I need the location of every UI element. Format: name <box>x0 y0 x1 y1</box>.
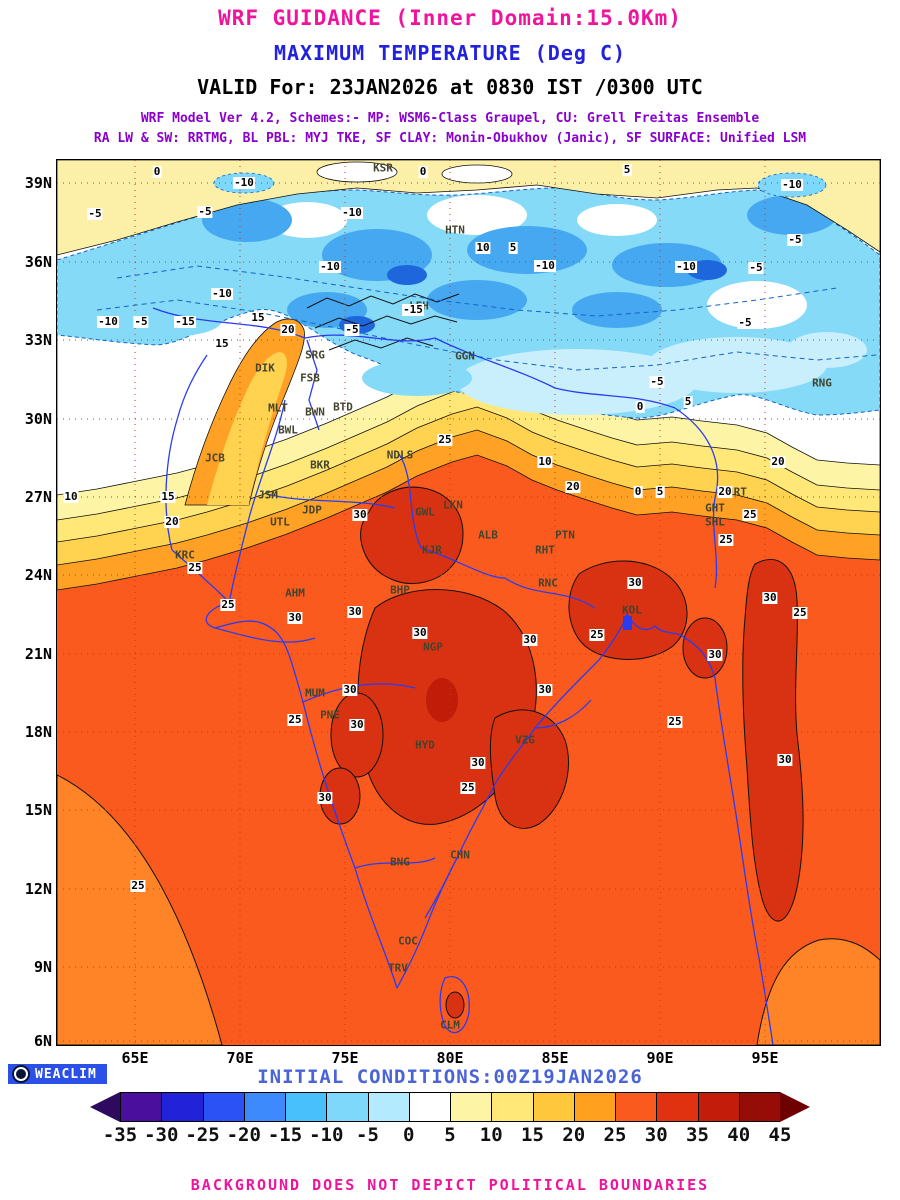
lat-tick-36n: 36N <box>24 253 52 271</box>
lat-tick-21n: 21N <box>24 645 52 663</box>
colorbar-segment <box>243 1092 285 1122</box>
longitude-axis: 65E 70E 75E 80E 85E 90E 95E <box>57 1049 880 1069</box>
colorbar-tick-label: 35 <box>686 1124 709 1146</box>
lon-tick-65e: 65E <box>121 1049 149 1067</box>
colorbar-tick-label: 40 <box>727 1124 751 1146</box>
colorbar-tick-label: -35 <box>102 1124 138 1146</box>
temperature-map <box>56 159 881 1046</box>
colorbar-segment <box>285 1092 327 1122</box>
colorbar-tick-label: -30 <box>144 1124 179 1146</box>
weaclim-logo-text: WEACLIM <box>35 1066 97 1082</box>
colorbar-segment <box>450 1092 492 1122</box>
colorbar-tick-label: -20 <box>226 1124 261 1146</box>
latitude-axis: 39N 36N 33N 30N 27N 24N 21N 18N 15N 12N 9N 6N <box>12 160 54 1050</box>
lat-tick-12n: 12N <box>24 880 52 898</box>
lon-tick-85e: 85E <box>541 1049 569 1067</box>
lat-tick-33n: 33N <box>24 331 52 349</box>
valid-time-line: VALID For: 23JAN2026 at 0830 IST /0300 U… <box>197 75 703 99</box>
colorbar-tick-label: 30 <box>644 1124 668 1146</box>
lat-tick-30n: 30N <box>24 410 52 428</box>
lon-tick-75e: 75E <box>331 1049 359 1067</box>
model-scheme-line-1: WRF Model Ver 4.2, Schemes:- MP: WSM6-Cl… <box>140 111 760 126</box>
colorbar-tick-label: -10 <box>309 1124 344 1146</box>
lon-tick-95e: 95E <box>751 1049 779 1067</box>
colorbar-tick-label: 25 <box>603 1124 627 1146</box>
lat-tick-6n: 6N <box>33 1032 52 1050</box>
lon-tick-90e: 90E <box>646 1049 674 1067</box>
colorbar-arrow-left <box>90 1092 120 1122</box>
colorbar-segment <box>656 1092 698 1122</box>
colorbar-segment <box>697 1092 739 1122</box>
weaclim-logo-badge: WEACLIM <box>8 1064 107 1084</box>
colorbar-segment <box>120 1092 162 1122</box>
temperature-field-svg <box>57 160 880 1045</box>
initial-conditions-text: INITIAL CONDITIONS:00Z19JAN2026 <box>257 1066 643 1088</box>
lat-tick-18n: 18N <box>24 723 52 741</box>
colorbar-segment <box>738 1092 780 1122</box>
colorbar <box>90 1092 810 1122</box>
colorbar-tick-label: 15 <box>521 1124 544 1146</box>
colorbar-tick-label: -25 <box>185 1124 220 1146</box>
colorbar-tick-label: 20 <box>562 1124 586 1146</box>
colorbar-segment <box>615 1092 657 1122</box>
lon-tick-80e: 80E <box>436 1049 464 1067</box>
lat-tick-27n: 27N <box>24 488 52 506</box>
model-scheme-line-2: RA LW & SW: RRTMG, BL PBL: MYJ TKE, SF C… <box>93 131 807 146</box>
disclaimer-text: BACKGROUND DOES NOT DEPICT POLITICAL BOU… <box>190 1176 710 1194</box>
temperature-field <box>57 160 880 1045</box>
colorbar-tick-label: 5 <box>444 1124 456 1146</box>
colorbar-arrow-right <box>780 1092 810 1122</box>
colorbar-segment <box>491 1092 533 1122</box>
colorbar-segment <box>532 1092 574 1122</box>
colorbar-tick-label: 0 <box>403 1124 415 1146</box>
colorbar-tick-label: -15 <box>267 1124 303 1146</box>
colorbar-segment <box>161 1092 203 1122</box>
page-title: WRF GUIDANCE (Inner Domain:15.0Km) <box>218 6 682 30</box>
page-subtitle: MAXIMUM TEMPERATURE (Deg C) <box>273 41 627 65</box>
colorbar-tick-label: 10 <box>479 1124 503 1146</box>
colorbar-segment <box>367 1092 409 1122</box>
colorbar-segment <box>326 1092 368 1122</box>
colorbar-tick-label: -5 <box>356 1124 379 1146</box>
lat-tick-15n: 15N <box>24 801 52 819</box>
colorbar-segment <box>408 1092 450 1122</box>
lat-tick-9n: 9N <box>33 958 52 976</box>
colorbar-segment <box>202 1092 244 1122</box>
colorbar-labels: -35 -30 -25 -20 -15 -10 -5 0 5 10 15 20 25 30 35 40 45 <box>90 1124 810 1148</box>
lon-tick-70e: 70E <box>226 1049 254 1067</box>
lat-tick-39n: 39N <box>24 174 52 192</box>
lat-tick-24n: 24N <box>24 566 52 584</box>
colorbar-segment <box>573 1092 615 1122</box>
weaclim-logo-icon <box>14 1067 28 1081</box>
colorbar-tick-label: 45 <box>768 1124 792 1146</box>
